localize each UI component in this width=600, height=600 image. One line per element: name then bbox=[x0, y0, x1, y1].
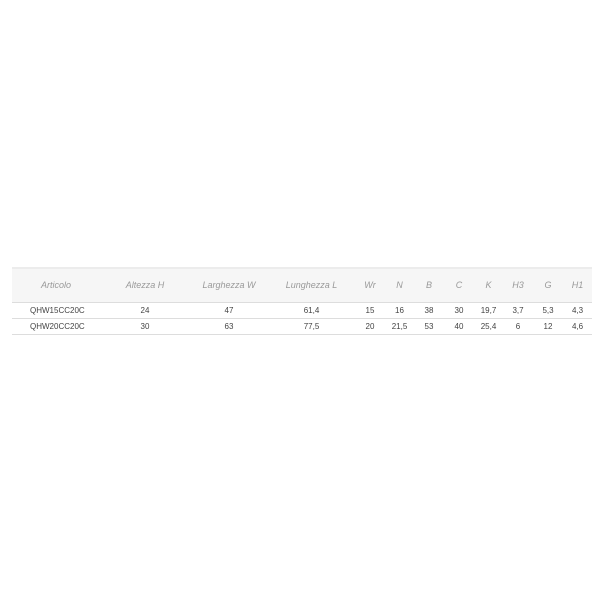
cell: 19,7 bbox=[474, 302, 503, 319]
specs-table: Articolo Altezza H Larghezza W Lunghezza… bbox=[12, 267, 592, 335]
cell: 4,6 bbox=[563, 318, 592, 335]
header-k: K bbox=[474, 268, 503, 303]
cell: 4,3 bbox=[563, 302, 592, 319]
cell: 15 bbox=[355, 302, 385, 319]
header-b: B bbox=[414, 268, 444, 303]
cell: 40 bbox=[444, 318, 474, 335]
cell: 5,3 bbox=[533, 302, 563, 319]
table-row: QHW20CC20C 30 63 77,5 20 21,5 53 40 25,4… bbox=[12, 318, 592, 335]
cell: 21,5 bbox=[385, 318, 414, 335]
cell: 63 bbox=[190, 318, 268, 335]
cell: 30 bbox=[444, 302, 474, 319]
cell: 20 bbox=[355, 318, 385, 335]
cell: 47 bbox=[190, 302, 268, 319]
header-altezza: Altezza H bbox=[100, 268, 190, 303]
table-row: QHW15CC20C 24 47 61,4 15 16 38 30 19,7 3… bbox=[12, 302, 592, 319]
cell: 25,4 bbox=[474, 318, 503, 335]
cell: 38 bbox=[414, 302, 444, 319]
cell: 6 bbox=[503, 318, 533, 335]
header-h3: H3 bbox=[503, 268, 533, 303]
header-larghezza: Larghezza W bbox=[190, 268, 268, 303]
header-n: N bbox=[385, 268, 414, 303]
cell: 77,5 bbox=[268, 318, 355, 335]
cell: 53 bbox=[414, 318, 444, 335]
cell: 24 bbox=[100, 302, 190, 319]
cell-articolo: QHW20CC20C bbox=[12, 318, 100, 335]
cell: 16 bbox=[385, 302, 414, 319]
cell: 12 bbox=[533, 318, 563, 335]
header-wr: Wr bbox=[355, 268, 385, 303]
cell: 3,7 bbox=[503, 302, 533, 319]
cell-articolo: QHW15CC20C bbox=[12, 302, 100, 319]
header-articolo: Articolo bbox=[12, 268, 100, 303]
header-c: C bbox=[444, 268, 474, 303]
header-row: Articolo Altezza H Larghezza W Lunghezza… bbox=[12, 268, 592, 303]
header-g: G bbox=[533, 268, 563, 303]
header-lunghezza: Lunghezza L bbox=[268, 268, 355, 303]
header-h1: H1 bbox=[563, 268, 592, 303]
cell: 61,4 bbox=[268, 302, 355, 319]
cell: 30 bbox=[100, 318, 190, 335]
